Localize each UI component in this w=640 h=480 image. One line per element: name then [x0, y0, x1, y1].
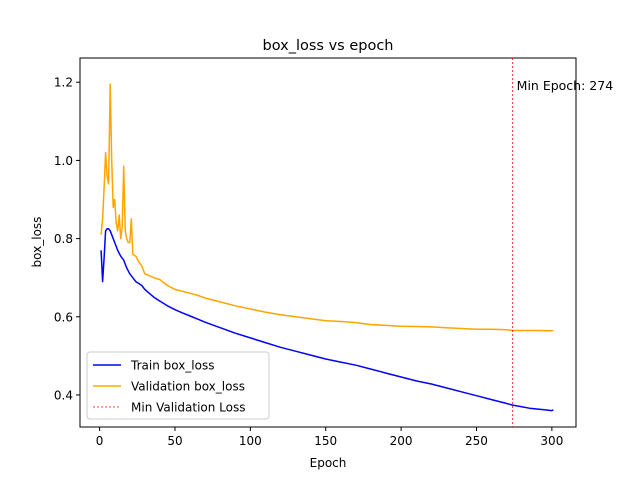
y-axis-ticks: 0.4 0.6 0.8 1.0 1.2 — [54, 76, 80, 402]
legend-label-validation: Validation box_loss — [131, 380, 245, 394]
y-tick-label: 0.6 — [54, 310, 73, 324]
validation-box-loss-line — [100, 83, 554, 332]
x-tick-label: 250 — [465, 434, 488, 448]
x-tick-label: 300 — [540, 434, 563, 448]
x-tick-label: 50 — [167, 434, 182, 448]
legend-label-min-validation-loss: Min Validation Loss — [131, 401, 246, 415]
plot-area: 0 50 100 150 200 250 300 0.4 0.6 0.8 1.0 1.2 Min E… — [54, 57, 614, 448]
y-tick-label: 1.2 — [54, 76, 73, 90]
y-tick-label: 0.4 — [54, 388, 73, 402]
legend-label-train: Train box_loss — [130, 359, 214, 373]
plot-frame — [79, 57, 577, 428]
x-tick-label: 100 — [239, 434, 262, 448]
x-tick-label: 0 — [96, 434, 104, 448]
x-axis-label: Epoch — [310, 456, 347, 470]
y-tick-label: 0.8 — [54, 232, 73, 246]
legend: Train box_loss Validation box_loss Min V… — [86, 351, 270, 420]
train-box-loss-line — [100, 228, 554, 412]
x-tick-label: 200 — [390, 434, 413, 448]
min-epoch-annotation: Min Epoch: 274 — [517, 78, 614, 93]
series-lines — [100, 83, 554, 412]
y-axis-label: box_loss — [30, 217, 44, 268]
chart-title: box_loss vs epoch — [263, 38, 394, 54]
legend-box — [86, 351, 270, 420]
y-tick-label: 1.0 — [54, 154, 73, 168]
x-tick-label: 150 — [314, 434, 337, 448]
x-axis-ticks: 0 50 100 150 200 250 300 — [96, 427, 563, 448]
